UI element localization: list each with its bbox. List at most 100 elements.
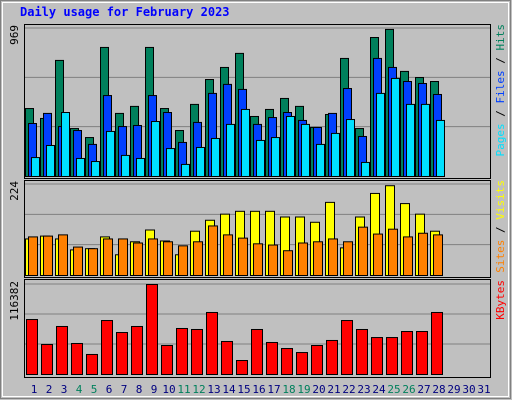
bar — [416, 331, 428, 375]
x-tick-label: 30 — [462, 383, 475, 396]
bar — [386, 337, 398, 375]
x-tick-label: 19 — [297, 383, 310, 396]
bar — [211, 137, 220, 177]
bar — [31, 157, 40, 177]
bar — [26, 319, 38, 376]
legend-entry: Files — [494, 70, 507, 103]
bar — [61, 112, 70, 177]
bar — [286, 115, 295, 178]
legend-entry: Visits — [494, 180, 507, 220]
x-tick-label: 1 — [31, 383, 38, 396]
bar — [268, 244, 278, 276]
bar — [88, 248, 98, 276]
legend-separator: / — [494, 51, 507, 71]
bar — [301, 123, 310, 177]
bar — [281, 348, 293, 376]
bar — [421, 103, 430, 177]
bar — [236, 360, 248, 376]
bar — [91, 161, 100, 178]
bar — [86, 353, 98, 375]
bar — [133, 242, 143, 276]
bar — [208, 225, 218, 276]
x-tick-label: 26 — [402, 383, 415, 396]
bar — [371, 337, 383, 375]
x-tick-label: 11 — [177, 383, 190, 396]
legend-entry: KBytes — [494, 280, 507, 320]
bar — [163, 241, 173, 276]
bar — [28, 236, 38, 276]
bar — [103, 238, 113, 276]
x-tick-label: 16 — [252, 383, 265, 396]
bar — [121, 154, 130, 178]
x-tick-label: 12 — [192, 383, 205, 396]
bar — [46, 144, 55, 178]
bar — [166, 148, 175, 177]
bar — [401, 331, 413, 375]
x-tick-label: 21 — [327, 383, 340, 396]
legend-entry: Hits — [494, 24, 507, 51]
x-tick-label: 4 — [76, 383, 83, 396]
bar — [241, 108, 250, 177]
x-tick-label: 10 — [162, 383, 175, 396]
bar — [358, 226, 368, 276]
bar — [346, 119, 355, 178]
bar — [311, 345, 323, 376]
x-tick-label: 14 — [222, 383, 236, 396]
x-tick-label: 7 — [121, 383, 128, 396]
bar — [361, 161, 370, 177]
bar — [73, 246, 83, 276]
bar — [298, 242, 308, 276]
bar — [253, 243, 263, 276]
bar — [403, 236, 413, 276]
bar — [341, 320, 353, 376]
bar — [136, 157, 145, 177]
bar — [223, 234, 233, 276]
x-tick-label: 25 — [387, 383, 400, 396]
bar — [266, 341, 278, 375]
x-tick-label: 29 — [447, 383, 460, 396]
x-tick-label: 2 — [46, 383, 53, 396]
bar — [391, 77, 400, 177]
x-tick-label: 22 — [342, 383, 355, 396]
bar — [43, 235, 53, 276]
x-tick-label: 8 — [136, 383, 143, 396]
bar — [316, 143, 325, 177]
bar — [433, 234, 443, 276]
bar — [331, 132, 340, 177]
x-tick-label: 31 — [477, 383, 490, 396]
bar — [373, 233, 383, 276]
bar — [131, 325, 143, 376]
bar — [191, 328, 203, 375]
bar — [388, 228, 398, 276]
legend-separator: / — [494, 104, 507, 124]
bar — [106, 130, 115, 177]
bar — [161, 345, 173, 376]
bar — [41, 343, 53, 376]
chart-title: Daily usage for February 2023 — [20, 5, 230, 19]
x-tick-label: 15 — [237, 383, 250, 396]
x-tick-label: 6 — [106, 383, 113, 396]
x-tick-label: 5 — [91, 383, 98, 396]
bar — [116, 332, 128, 375]
x-tick-label: 27 — [417, 383, 430, 396]
bar — [256, 139, 265, 177]
bar — [376, 92, 385, 177]
x-tick-label: 17 — [267, 383, 280, 396]
bar — [271, 137, 280, 177]
bar — [118, 238, 128, 276]
bar — [226, 123, 235, 177]
bar — [151, 121, 160, 177]
x-tick-label: 20 — [312, 383, 325, 396]
bar — [406, 103, 415, 177]
bar — [296, 352, 308, 375]
bar — [238, 237, 248, 276]
bar — [146, 284, 158, 375]
bar — [221, 340, 233, 375]
bar — [283, 250, 293, 276]
y-tick-label: 224 — [8, 181, 21, 201]
bar — [101, 320, 113, 376]
bar — [76, 157, 85, 177]
bar — [328, 238, 338, 276]
bar — [196, 146, 205, 177]
